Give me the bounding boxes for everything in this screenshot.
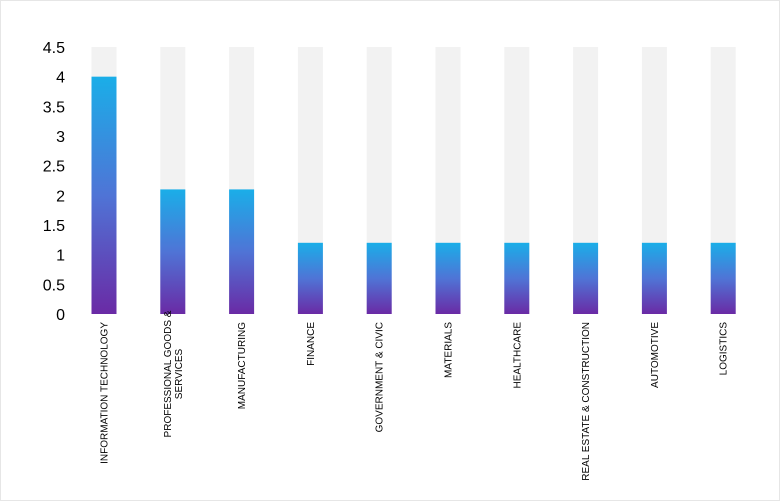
x-tick-label: AUTOMOTIVE <box>650 322 661 388</box>
y-tick-label: 1.5 <box>43 218 65 235</box>
y-tick-label: 0 <box>56 307 65 324</box>
x-tick-label-line: FINANCE <box>306 322 317 366</box>
y-tick-label: 1 <box>56 248 65 265</box>
x-tick-label-line: SERVICES <box>174 348 185 399</box>
x-tick-label-line: INFORMATION TECHNOLOGY <box>100 322 111 464</box>
bar <box>573 242 599 314</box>
x-tick-label-line: REAL ESTATE & CONSTRUCTION <box>581 322 592 481</box>
x-tick-label-line: PROFESSIONAL GOODS & <box>163 310 174 437</box>
bar <box>710 242 736 314</box>
bar <box>435 242 461 314</box>
bar <box>504 242 530 314</box>
x-tick-label: FINANCE <box>306 322 317 366</box>
bar <box>91 76 117 315</box>
x-tick-label-line: GOVERNMENT & CIVIC <box>375 322 386 432</box>
x-tick-label: LOGISTICS <box>719 322 730 376</box>
bar <box>366 242 392 314</box>
bars <box>91 76 736 315</box>
x-tick-label: INFORMATION TECHNOLOGY <box>100 322 111 464</box>
background-tracks <box>91 47 736 314</box>
bar <box>641 242 667 314</box>
y-tick-label: 3 <box>56 129 65 146</box>
y-tick-label: 3.5 <box>43 99 65 116</box>
x-tick-label: HEALTHCARE <box>512 322 523 389</box>
y-axis: 0 0.5 1 1.5 2 2.5 3 3.5 4 4.5 <box>43 40 65 324</box>
x-tick-label-line: MANUFACTURING <box>237 322 248 409</box>
x-tick-label: PROFESSIONAL GOODS & SERVICES <box>163 310 185 437</box>
y-tick-label: 0.5 <box>43 277 65 294</box>
x-tick-label: MATERIALS <box>444 322 455 378</box>
x-tick-label: GOVERNMENT & CIVIC <box>375 322 386 432</box>
x-tick-label: MANUFACTURING <box>237 322 248 409</box>
bar <box>297 242 323 314</box>
bar <box>160 189 186 314</box>
x-tick-label: REAL ESTATE & CONSTRUCTION <box>581 322 592 481</box>
y-tick-label: 2.5 <box>43 159 65 176</box>
bar <box>229 189 255 314</box>
y-tick-label: 4 <box>56 70 65 87</box>
x-tick-label-line: HEALTHCARE <box>512 322 523 389</box>
y-tick-label: 4.5 <box>43 40 65 57</box>
x-tick-label-line: AUTOMOTIVE <box>650 322 661 388</box>
x-tick-label-line: LOGISTICS <box>719 322 730 376</box>
y-tick-label: 2 <box>56 188 65 205</box>
x-axis: INFORMATION TECHNOLOGY PROFESSIONAL GOODS… <box>100 310 730 480</box>
x-tick-label-line: MATERIALS <box>444 322 455 378</box>
